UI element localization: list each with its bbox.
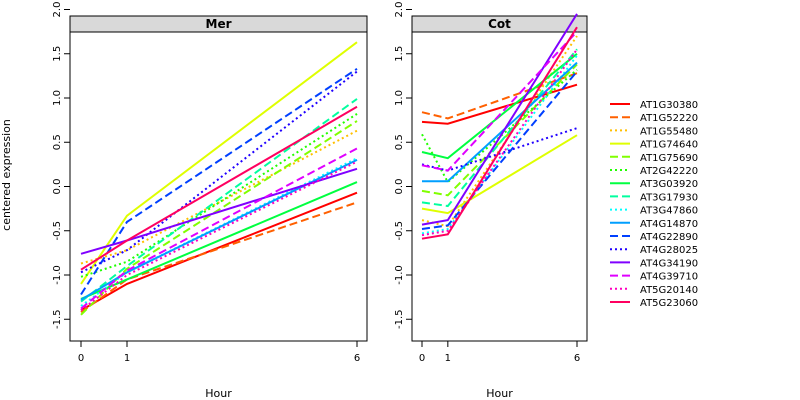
legend-label: AT5G20140 xyxy=(640,285,698,296)
series-line-at1g30380 xyxy=(421,83,578,125)
x-tick-label: 0 xyxy=(78,353,84,364)
y-tick-label: 1.0 xyxy=(394,90,405,106)
x-axis-title: Hour xyxy=(205,387,232,400)
y-axis-title: centered expression xyxy=(0,119,13,231)
legend-label: AT1G55480 xyxy=(640,126,698,137)
y-tick-label: 0.5 xyxy=(52,134,63,150)
y-tick-label: -1.0 xyxy=(394,265,405,285)
x-tick-label: 6 xyxy=(574,353,580,364)
y-tick-label: 1.5 xyxy=(52,46,63,62)
panel-mer: Mer -1.5 -1.0 -0.5 0.0 0.5 1.0 1.5 2.0 0 1 6 Hour xyxy=(52,2,368,400)
legend-label: AT1G75690 xyxy=(640,153,698,164)
y-tick-label: -0.5 xyxy=(394,221,405,241)
series-line-at1g75690 xyxy=(421,63,578,197)
series-line-at5g23060 xyxy=(421,26,578,240)
series-line-at1g75690 xyxy=(80,120,358,316)
panels: Mer-1.5-1.0-0.50.00.51.01.52.00 1 6HourCot… xyxy=(52,2,588,400)
series-line-at3g03920 xyxy=(80,181,358,300)
x-tick-label: 1 xyxy=(445,353,451,364)
legend-label: AT4G28025 xyxy=(640,245,698,256)
series-line-at1g52220 xyxy=(80,201,358,314)
legend-label: AT2G42220 xyxy=(640,166,698,177)
legend-label: AT4G22890 xyxy=(640,232,698,243)
legend-label: AT4G14870 xyxy=(640,219,698,230)
y-tick-label: 2.0 xyxy=(394,2,405,18)
legend-label: AT4G39710 xyxy=(640,272,698,283)
series-line-at3g03920 xyxy=(421,53,578,160)
legend: AT1G30380 AT1G52220 AT1G55480 AT1G74640 AT1G… xyxy=(610,100,698,309)
series-line-at4g34190 xyxy=(421,13,578,226)
series-line-at1g74640 xyxy=(421,134,578,215)
y-tick-label: 0.5 xyxy=(394,134,405,150)
legend-label: AT1G74640 xyxy=(640,140,698,151)
series-line-at4g14870 xyxy=(422,61,578,183)
series-line-at4g14870 xyxy=(80,159,358,301)
series-line-at3g47860 xyxy=(421,54,578,235)
y-tick-label: 0.0 xyxy=(52,179,63,195)
y-tick-label: 1.5 xyxy=(394,46,405,62)
series-line-at1g74640 xyxy=(80,41,358,285)
series-line-at5g23060 xyxy=(80,105,358,271)
legend-label: AT1G52220 xyxy=(640,113,698,124)
y-tick-label: -1.0 xyxy=(52,265,63,285)
y-tick-label: -0.5 xyxy=(52,221,63,241)
y-tick-label: 1.0 xyxy=(52,90,63,106)
legend-label: AT4G34190 xyxy=(640,258,698,269)
legend-label: AT5G23060 xyxy=(640,298,698,309)
panel-cot: Cot -1.5 -1.0 -0.5 0.0 0.5 1.0 1.5 2.0 0 1 6 Hour xyxy=(394,2,588,400)
series-line-at4g22890 xyxy=(421,70,578,230)
x-axis-title: Hour xyxy=(486,387,513,400)
y-tick-label: -1.5 xyxy=(394,309,405,329)
y-tick-label: -1.5 xyxy=(52,309,63,329)
series-line-at4g28025 xyxy=(80,70,358,274)
y-tick-label: 2.0 xyxy=(52,2,63,18)
x-tick-label: 6 xyxy=(354,353,360,364)
panel-title: Mer xyxy=(206,17,232,31)
series-line-at5g20140 xyxy=(421,48,578,237)
x-tick-label: 1 xyxy=(124,353,130,364)
y-tick-label: 0.0 xyxy=(394,179,405,195)
legend-label: AT3G17930 xyxy=(640,192,698,203)
legend-label: AT3G47860 xyxy=(640,206,698,217)
panel-title: Cot xyxy=(488,17,511,31)
x-tick-label: 0 xyxy=(419,353,425,364)
legend-label: AT3G03920 xyxy=(640,179,698,190)
series-line-at2g42220 xyxy=(421,68,578,184)
legend-label: AT1G30380 xyxy=(640,100,698,111)
series-line-at1g52220 xyxy=(421,72,578,120)
series-line-at4g39710 xyxy=(421,30,578,172)
series-line-at4g39710 xyxy=(80,147,358,310)
series-line-at4g22890 xyxy=(80,67,358,296)
series-line-at5g20140 xyxy=(80,160,358,312)
